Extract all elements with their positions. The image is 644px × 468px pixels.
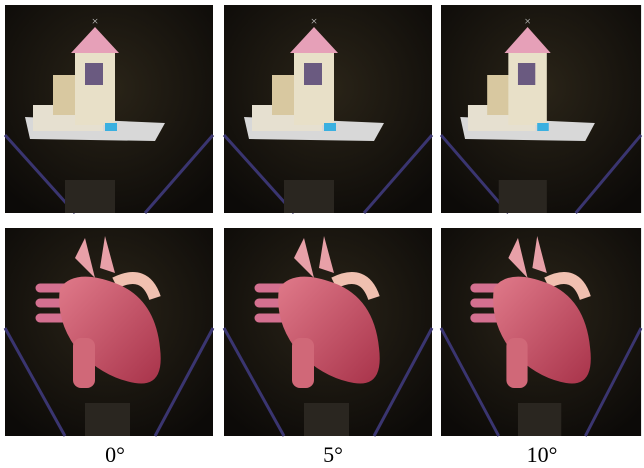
heart-photo xyxy=(5,228,213,436)
caption: 10° xyxy=(527,442,558,467)
house-photo xyxy=(224,5,432,213)
figure: × 0° 5° 10° xyxy=(0,0,644,468)
caption: 0° xyxy=(105,442,125,467)
heart-photo xyxy=(441,228,641,436)
heart-photo xyxy=(224,228,432,436)
caption: 5° xyxy=(323,442,343,467)
house-photo xyxy=(5,5,213,213)
house-photo xyxy=(441,5,641,213)
